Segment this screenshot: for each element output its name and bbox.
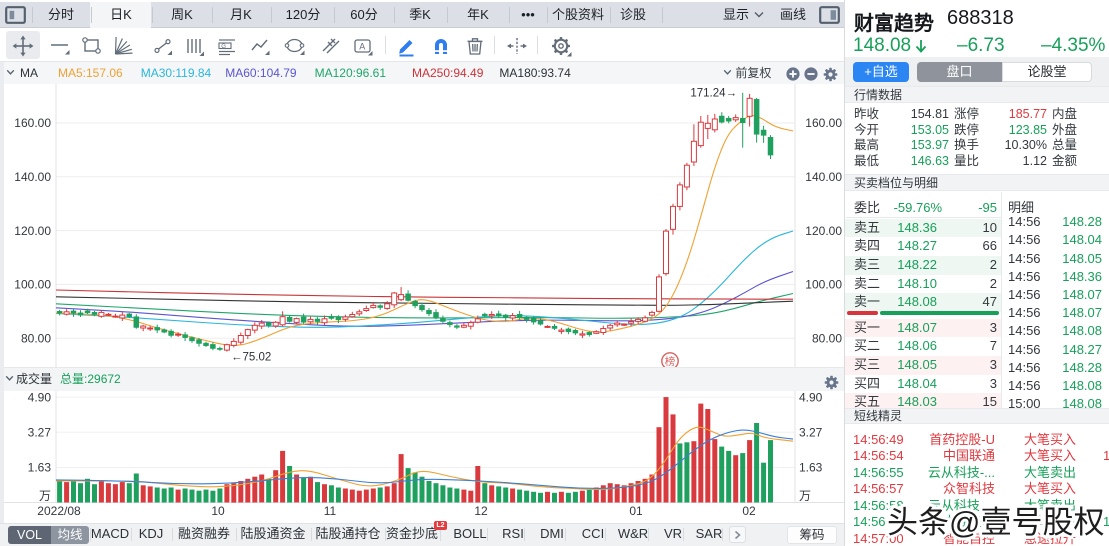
svg-text:3.27: 3.27 [799, 425, 823, 439]
svg-text:80.00: 80.00 [21, 331, 51, 345]
svg-text:100.00: 100.00 [805, 278, 842, 292]
svg-text:万: 万 [39, 489, 51, 503]
svg-text:160.00: 160.00 [14, 116, 51, 130]
svg-text:榜: 榜 [665, 355, 676, 367]
svg-text:A: A [359, 42, 365, 52]
svg-text:80.00: 80.00 [812, 331, 842, 345]
svg-text:4.90: 4.90 [28, 391, 52, 404]
svg-text:G: G [221, 44, 226, 50]
svg-text:4.90: 4.90 [799, 391, 823, 404]
svg-text:3.27: 3.27 [28, 425, 52, 439]
svg-text:171.24→: 171.24→ [690, 87, 737, 99]
svg-text:160.00: 160.00 [805, 116, 842, 130]
svg-text:120.00: 120.00 [14, 224, 51, 238]
svg-text:←75.02: ←75.02 [231, 352, 271, 364]
svg-text:140.00: 140.00 [14, 170, 51, 184]
svg-text:100.00: 100.00 [14, 278, 51, 292]
svg-text:140.00: 140.00 [805, 170, 842, 184]
svg-text:万: 万 [799, 489, 811, 503]
svg-text:120.00: 120.00 [805, 224, 842, 238]
svg-text:1.63: 1.63 [28, 461, 52, 475]
svg-text:1.63: 1.63 [799, 461, 823, 475]
